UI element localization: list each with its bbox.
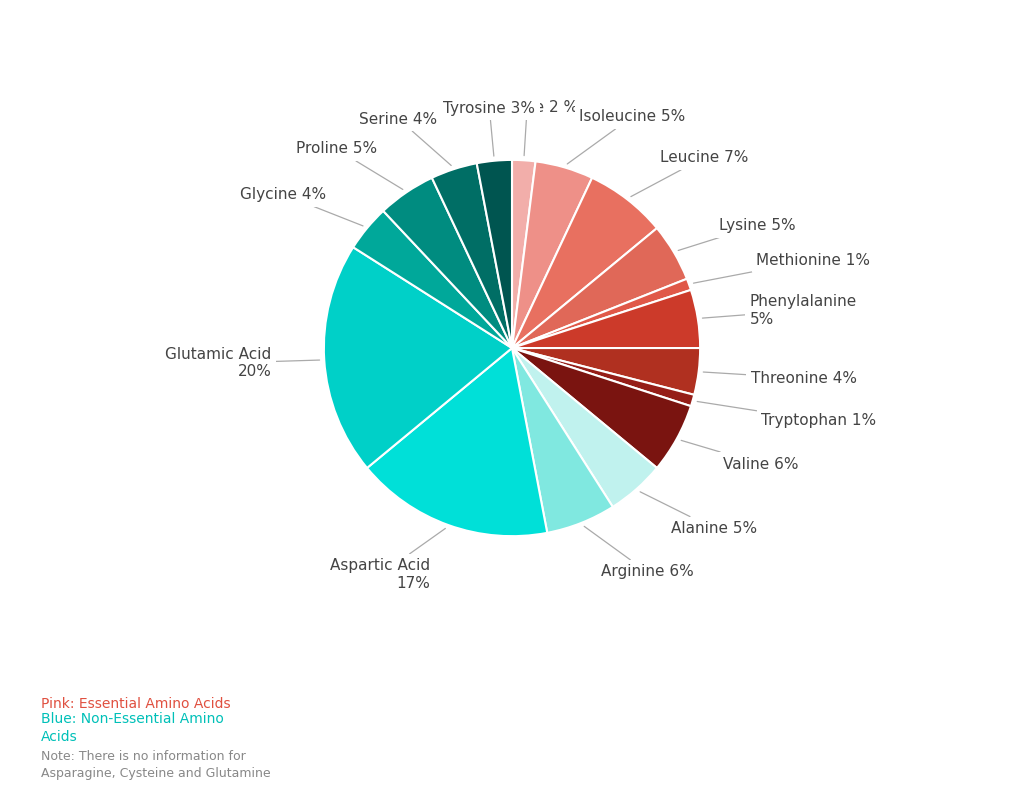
Text: Lysine 5%: Lysine 5% <box>678 218 796 251</box>
Text: Blue: Non-Essential Amino
Acids: Blue: Non-Essential Amino Acids <box>41 712 224 744</box>
Text: Pink: Essential Amino Acids: Pink: Essential Amino Acids <box>41 697 230 711</box>
Wedge shape <box>353 211 512 348</box>
Wedge shape <box>512 228 687 348</box>
Wedge shape <box>512 278 691 348</box>
Text: Leucine 7%: Leucine 7% <box>631 150 748 197</box>
Wedge shape <box>383 178 512 348</box>
Wedge shape <box>512 160 536 348</box>
Wedge shape <box>432 163 512 348</box>
Wedge shape <box>512 348 657 507</box>
Text: Note: There is no information for
Asparagine, Cysteine and Glutamine: Note: There is no information for Aspara… <box>41 750 270 780</box>
Wedge shape <box>512 348 700 395</box>
Text: Alanine 5%: Alanine 5% <box>640 492 758 536</box>
Text: Methionine 1%: Methionine 1% <box>693 252 870 283</box>
Text: Phenylalanine
5%: Phenylalanine 5% <box>702 294 857 327</box>
Wedge shape <box>367 348 547 536</box>
Text: Arginine 6%: Arginine 6% <box>585 526 693 580</box>
Wedge shape <box>324 248 512 468</box>
Text: Glycine 4%: Glycine 4% <box>241 187 364 226</box>
Wedge shape <box>477 160 512 348</box>
Text: Proline 5%: Proline 5% <box>296 142 402 189</box>
Text: Threonine 4%: Threonine 4% <box>703 371 857 386</box>
Text: Glutamic Acid
20%: Glutamic Acid 20% <box>166 347 319 380</box>
Text: Serine 4%: Serine 4% <box>359 112 452 165</box>
Wedge shape <box>512 178 657 348</box>
Wedge shape <box>512 290 700 348</box>
Wedge shape <box>512 348 694 406</box>
Wedge shape <box>512 348 691 468</box>
Text: Isoleucine 5%: Isoleucine 5% <box>567 109 685 164</box>
Text: Tyrosine 3%: Tyrosine 3% <box>443 100 536 156</box>
Text: Histidine 2 %: Histidine 2 % <box>476 100 578 156</box>
Wedge shape <box>512 348 612 533</box>
Text: Valine 6%: Valine 6% <box>681 441 799 471</box>
Wedge shape <box>512 161 592 348</box>
Text: Tryptophan 1%: Tryptophan 1% <box>697 402 877 428</box>
Text: Aspartic Acid
17%: Aspartic Acid 17% <box>331 528 445 591</box>
